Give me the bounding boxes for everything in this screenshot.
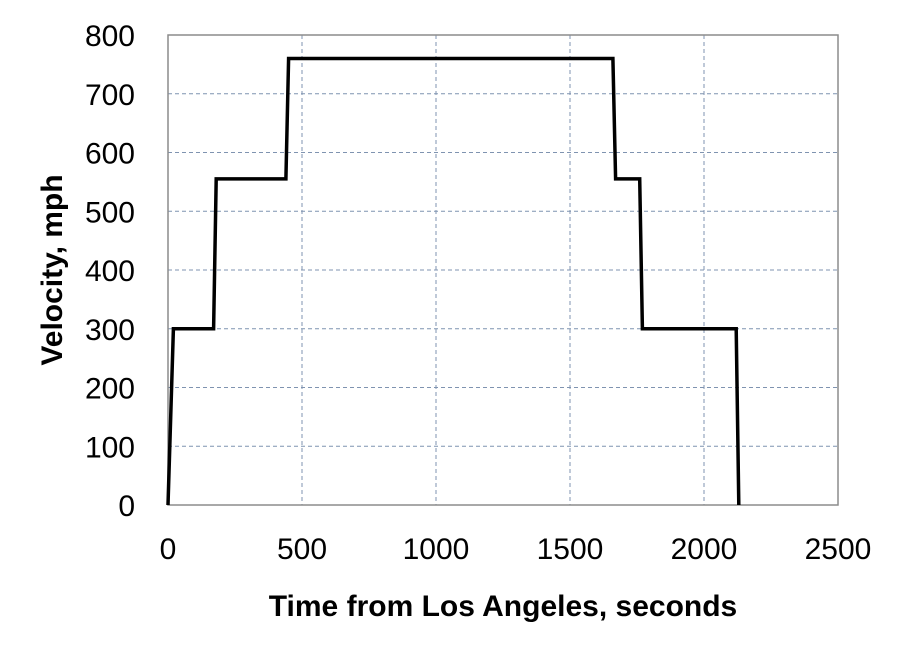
velocity-series-line <box>166 56 741 506</box>
y-tick-label: 300 <box>85 314 135 347</box>
series-group <box>166 56 741 506</box>
y-tick-label: 700 <box>85 79 135 112</box>
x-tick-label: 2000 <box>671 533 738 566</box>
y-tick-label: 200 <box>85 373 135 406</box>
x-tick-label: 0 <box>160 533 177 566</box>
x-tick-labels: 0 500 1000 1500 2000 2500 <box>160 533 872 566</box>
y-tick-label: 100 <box>85 431 135 464</box>
grid-lines <box>168 35 838 505</box>
y-tick-label: 500 <box>85 196 135 229</box>
x-tick-label: 1500 <box>537 533 604 566</box>
plot-area <box>167 34 839 506</box>
y-tick-label: 600 <box>85 138 135 171</box>
y-tick-labels: 0 100 200 300 400 500 600 700 800 <box>85 20 135 523</box>
y-tick-label: 400 <box>85 255 135 288</box>
x-tick-label: 500 <box>277 533 327 566</box>
x-tick-label: 1000 <box>403 533 470 566</box>
x-tick-label: 2500 <box>805 533 872 566</box>
y-axis-title: Velocity, mph <box>36 174 69 365</box>
y-tick-label: 0 <box>118 490 135 523</box>
y-tick-label: 800 <box>85 20 135 53</box>
x-axis-title: Time from Los Angeles, seconds <box>269 590 737 623</box>
